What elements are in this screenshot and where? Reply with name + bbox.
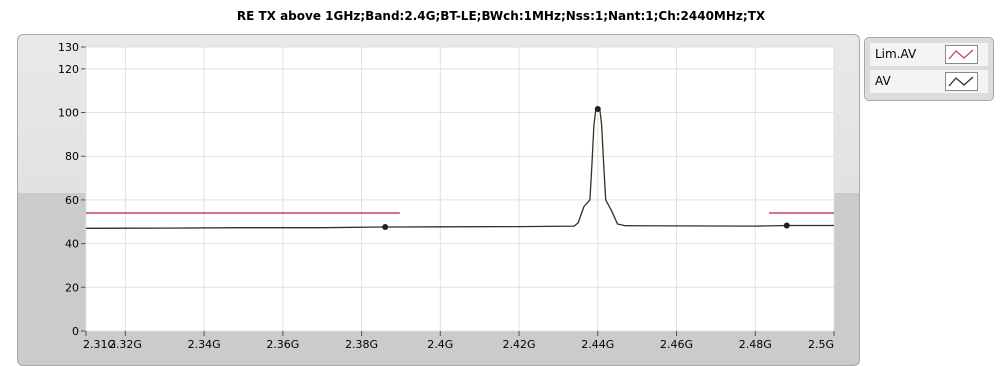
x-tick-label: 2.46G xyxy=(660,338,693,351)
chart-title: RE TX above 1GHz;Band:2.4G;BT-LE;BWch:1M… xyxy=(236,9,766,23)
x-tick-label: 2.48G xyxy=(739,338,772,351)
x-tick-label: 2.44G xyxy=(581,338,614,351)
y-tick-label: 130 xyxy=(58,41,79,54)
y-tick-label: 0 xyxy=(72,325,79,338)
x-tick-label: 2.31G xyxy=(83,338,116,351)
lim-av-swatch-icon xyxy=(945,45,978,64)
plot-background xyxy=(85,46,835,332)
marker-point[interactable] xyxy=(382,224,389,231)
marker-point[interactable] xyxy=(783,222,790,229)
y-tick-label: 80 xyxy=(65,150,79,163)
x-tick-label: 2.36G xyxy=(266,338,299,351)
y-tick-label: 40 xyxy=(65,238,79,251)
x-tick-label: 2.34G xyxy=(188,338,221,351)
legend-label: AV xyxy=(875,74,891,88)
legend-label: Lim.AV xyxy=(875,47,917,61)
x-tick-label: 2.38G xyxy=(345,338,378,351)
y-tick-label: 120 xyxy=(58,63,79,76)
legend-item-lim-av[interactable]: Lim.AV xyxy=(870,43,988,66)
y-tick-label: 60 xyxy=(65,194,79,207)
x-tick-label: 2.32G xyxy=(109,338,142,351)
plot-frame: 0 20 40 60 80 100 120 130 2.31G 2.32G 2.34G 2.36G 2.… xyxy=(17,34,860,366)
y-tick-label: 20 xyxy=(65,281,79,294)
x-tick-label: 2.5G xyxy=(808,338,834,351)
y-tick-label: 100 xyxy=(58,107,79,120)
x-tick-label: 2.4G xyxy=(427,338,453,351)
marker-point[interactable] xyxy=(594,106,601,113)
av-swatch-icon xyxy=(945,72,978,91)
legend: Lim.AV AV xyxy=(864,37,994,101)
x-tick-label: 2.42G xyxy=(503,338,536,351)
legend-item-av[interactable]: AV xyxy=(870,70,988,93)
